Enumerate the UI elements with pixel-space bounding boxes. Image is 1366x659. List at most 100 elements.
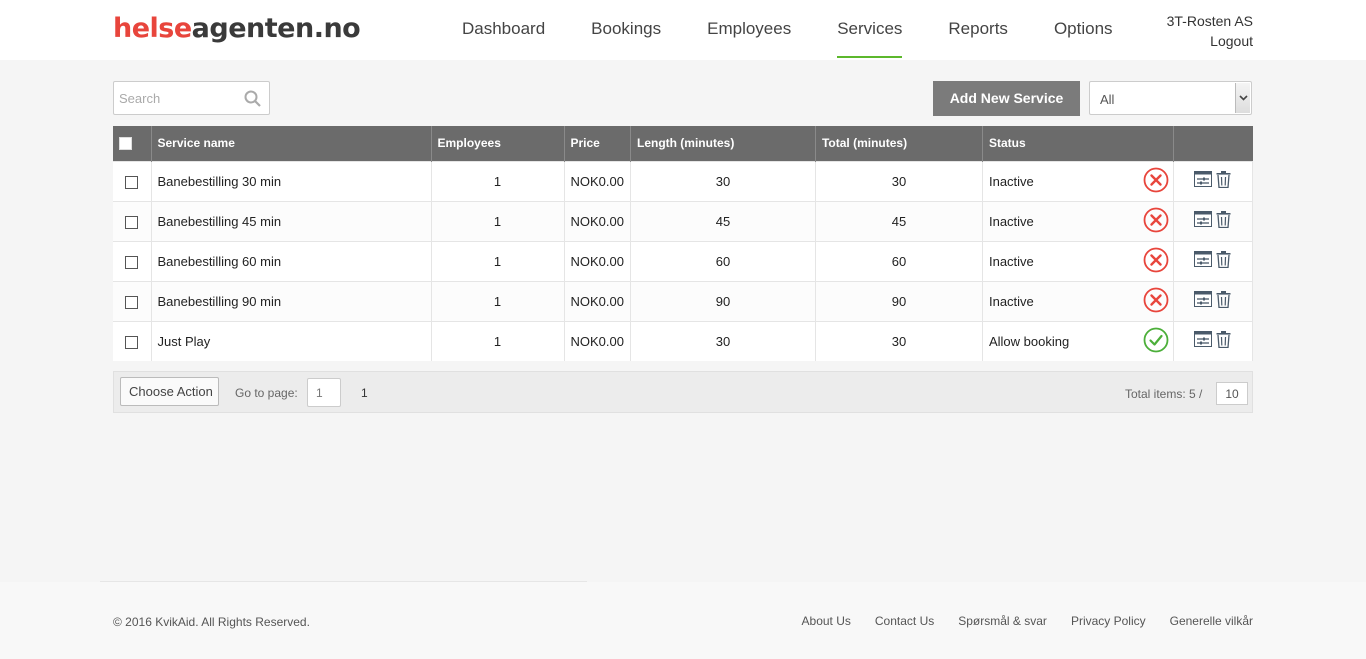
footer-link-faq[interactable]: Spørsmål & svar xyxy=(958,614,1047,628)
page-number-link[interactable]: 1 xyxy=(361,386,368,400)
row-checkbox[interactable] xyxy=(125,175,139,189)
price-cell: NOK0.00 xyxy=(564,320,631,361)
edit-icon[interactable] xyxy=(1193,291,1212,311)
edit-icon[interactable] xyxy=(1193,211,1212,231)
items-per-page-input[interactable]: 10 xyxy=(1216,382,1248,405)
table-header-row: Service name Employees Price Length (min… xyxy=(113,126,1253,161)
copyright-text: © 2016 KvikAid. All Rights Reserved. xyxy=(113,615,310,629)
select-all-checkbox[interactable] xyxy=(119,137,132,151)
actions-cell xyxy=(1173,240,1254,281)
service-name-cell[interactable]: Banebestilling 30 min xyxy=(151,160,432,201)
status-text: Inactive xyxy=(988,213,1034,229)
price-cell: NOK0.00 xyxy=(564,200,631,241)
nav-employees[interactable]: Employees xyxy=(707,19,792,38)
status-filter-select[interactable]: All xyxy=(1089,81,1252,115)
pagination-bar: Choose Action Go to page: 1 1 Total item… xyxy=(113,371,1253,413)
goto-page-label: Go to page: xyxy=(235,386,298,400)
table-row[interactable]: Banebestilling 90 min 1 NOK0.00 90 90 Inactiv… xyxy=(113,280,1254,321)
employees-cell: 1 xyxy=(431,200,565,241)
status-active-check-icon[interactable] xyxy=(1143,327,1169,356)
status-text: Inactive xyxy=(988,253,1034,269)
row-checkbox[interactable] xyxy=(125,255,139,269)
status-cell: Inactive xyxy=(982,160,1174,201)
row-checkbox-cell xyxy=(113,280,152,321)
table-row[interactable]: Banebestilling 45 min 1 NOK0.00 45 45 Inactiv… xyxy=(113,200,1254,241)
logo-part-2: agenten.no xyxy=(191,13,361,44)
total-cell: 90 xyxy=(815,280,983,321)
footer-divider xyxy=(100,581,587,582)
footer-link-privacy[interactable]: Privacy Policy xyxy=(1070,614,1146,628)
goto-page-input[interactable]: 1 xyxy=(307,378,341,407)
search-icon[interactable] xyxy=(244,90,261,107)
row-checkbox-cell xyxy=(113,160,152,201)
total-cell: 60 xyxy=(815,240,983,281)
footer-links: About Us Contact Us Spørsmål & svar Priv… xyxy=(802,614,1253,628)
nav-options[interactable]: Options xyxy=(1053,19,1113,38)
col-status[interactable]: Status xyxy=(982,126,1174,161)
services-table: Service name Employees Price Length (min… xyxy=(113,126,1254,361)
search-input[interactable] xyxy=(114,82,234,114)
status-filter-value: All xyxy=(1100,92,1115,107)
service-name-cell[interactable]: Banebestilling 45 min xyxy=(151,200,432,241)
status-inactive-x-icon[interactable] xyxy=(1143,287,1169,316)
search-box xyxy=(113,81,270,115)
employees-cell: 1 xyxy=(431,240,565,281)
col-service-name[interactable]: Service name xyxy=(151,126,432,161)
nav-dashboard[interactable]: Dashboard xyxy=(462,19,546,38)
trash-icon[interactable] xyxy=(1216,291,1231,311)
col-total[interactable]: Total (minutes) xyxy=(815,126,983,161)
employees-cell: 1 xyxy=(431,280,565,321)
footer-link-terms[interactable]: Generelle vilkår xyxy=(1169,614,1253,628)
table-row[interactable]: Banebestilling 30 min 1 NOK0.00 30 30 Inactiv… xyxy=(113,160,1254,201)
row-checkbox[interactable] xyxy=(125,335,139,349)
footer-link-contact[interactable]: Contact Us xyxy=(874,614,935,628)
col-length[interactable]: Length (minutes) xyxy=(630,126,816,161)
service-name-cell[interactable]: Banebestilling 60 min xyxy=(151,240,432,281)
status-cell: Inactive xyxy=(982,200,1174,241)
status-inactive-x-icon[interactable] xyxy=(1143,247,1169,276)
logout-link[interactable]: Logout xyxy=(1210,33,1253,49)
status-cell: Inactive xyxy=(982,240,1174,281)
nav-reports[interactable]: Reports xyxy=(948,19,1008,38)
table-row[interactable]: Banebestilling 60 min 1 NOK0.00 60 60 Inactiv… xyxy=(113,240,1254,281)
table-row[interactable]: Just Play 1 NOK0.00 30 30 Allow booking xyxy=(113,320,1254,361)
length-cell: 30 xyxy=(630,320,816,361)
total-cell: 30 xyxy=(815,160,983,201)
page-footer: © 2016 KvikAid. All Rights Reserved. Abo… xyxy=(0,582,1366,659)
footer-link-about[interactable]: About Us xyxy=(801,614,851,628)
row-checkbox[interactable] xyxy=(125,295,139,309)
total-cell: 45 xyxy=(815,200,983,241)
trash-icon[interactable] xyxy=(1216,211,1231,231)
chevron-down-icon[interactable] xyxy=(1235,83,1250,113)
status-text: Inactive xyxy=(988,293,1034,309)
employees-cell: 1 xyxy=(431,160,565,201)
service-name-cell[interactable]: Banebestilling 90 min xyxy=(151,280,432,321)
select-all-cell xyxy=(113,126,152,161)
nav-bookings[interactable]: Bookings xyxy=(591,19,662,38)
nav-services[interactable]: Services xyxy=(814,0,925,60)
col-employees[interactable]: Employees xyxy=(431,126,565,161)
add-new-service-button[interactable]: Add New Service xyxy=(933,81,1080,116)
row-checkbox[interactable] xyxy=(125,215,139,229)
row-checkbox-cell xyxy=(113,240,152,281)
status-inactive-x-icon[interactable] xyxy=(1143,207,1169,236)
status-cell: Inactive xyxy=(982,280,1174,321)
row-checkbox-cell xyxy=(113,200,152,241)
price-cell: NOK0.00 xyxy=(564,280,631,321)
status-inactive-x-icon[interactable] xyxy=(1143,167,1169,196)
logo[interactable]: helseagenten.no xyxy=(113,13,361,44)
length-cell: 30 xyxy=(630,160,816,201)
service-name-cell[interactable]: Just Play xyxy=(151,320,432,361)
actions-cell xyxy=(1173,320,1254,361)
choose-action-select[interactable]: Choose Action xyxy=(120,377,219,406)
trash-icon[interactable] xyxy=(1216,331,1231,351)
actions-cell xyxy=(1173,280,1254,321)
col-price[interactable]: Price xyxy=(564,126,631,161)
trash-icon[interactable] xyxy=(1216,251,1231,271)
trash-icon[interactable] xyxy=(1216,171,1231,191)
edit-icon[interactable] xyxy=(1193,171,1212,191)
edit-icon[interactable] xyxy=(1193,251,1212,271)
edit-icon[interactable] xyxy=(1193,331,1212,351)
main-nav: Dashboard Bookings Employees Services Re… xyxy=(439,0,1136,60)
length-cell: 45 xyxy=(630,200,816,241)
